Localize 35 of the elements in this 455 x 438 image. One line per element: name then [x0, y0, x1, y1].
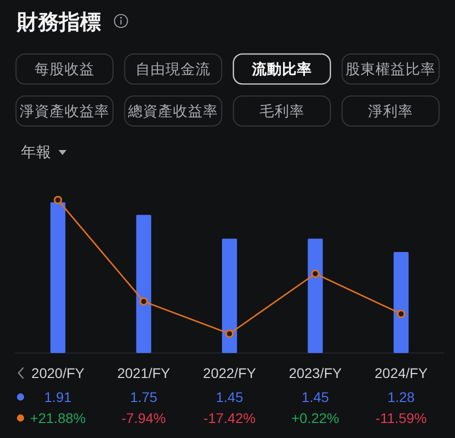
x-tick-label: 2021/FY: [117, 365, 171, 381]
data-label: +0.22%: [291, 410, 340, 426]
x-tick-label: 2022/FY: [203, 365, 257, 381]
data-label: -7.94%: [122, 410, 166, 426]
text: 年報: [21, 144, 51, 161]
text: 淨利率: [368, 103, 414, 120]
data-label: -11.59%: [376, 410, 427, 426]
x-tick-label: 2024/FY: [374, 365, 428, 381]
bar: [136, 214, 152, 353]
bar: [394, 252, 409, 353]
bar: [50, 202, 66, 353]
data-label: 1.75: [130, 389, 158, 405]
text: 總資產收益率: [127, 103, 218, 120]
x-tick-label: 2023/FY: [288, 365, 342, 381]
point: [311, 270, 320, 278]
chart-subtitle: 流動比率: [250, 60, 312, 78]
data-label: -17.42%: [203, 410, 256, 426]
point: [396, 310, 406, 318]
data-label: +21.88%: [30, 410, 86, 426]
x-tick-label: 2020/FY: [31, 365, 86, 381]
data-label: 1.45: [216, 389, 244, 405]
data-label: 1.91: [44, 389, 72, 405]
text: 每股收益: [34, 61, 94, 78]
point: [140, 297, 148, 306]
data-label: 1.28: [387, 389, 415, 405]
text: 毛利率: [259, 103, 304, 120]
chart-title: 財務指標: [16, 11, 101, 34]
text: 淨資產收益率: [20, 103, 110, 120]
point: [225, 330, 234, 338]
text: 自由現金流: [136, 61, 211, 78]
bar: [308, 238, 323, 353]
bar: [222, 238, 237, 353]
point: [54, 196, 62, 204]
data-label: 1.45: [302, 389, 330, 405]
text: 股東權益比率: [346, 61, 436, 78]
